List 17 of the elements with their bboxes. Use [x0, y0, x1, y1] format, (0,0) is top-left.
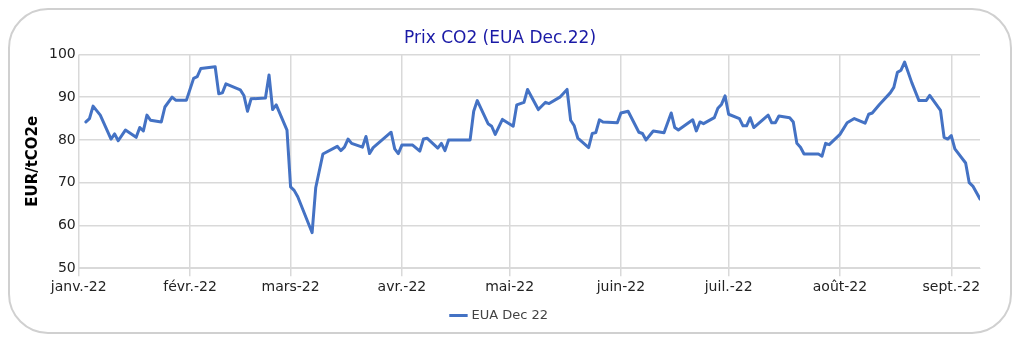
x-tick-label: sept.-22	[922, 278, 981, 295]
x-tick-label: juin-22	[595, 278, 646, 295]
x-tick-label: mars-22	[261, 278, 320, 295]
y-tick-label: 90	[57, 87, 76, 104]
x-tick-label: juil.-22	[703, 278, 753, 295]
y-tick-label: 100	[48, 45, 76, 62]
x-tick-label: avr.-22	[377, 278, 427, 295]
x-tick-label: mai-22	[485, 278, 535, 295]
y-tick-label: 80	[57, 130, 76, 147]
chart-title: Prix CO2 (EUA Dec.22)	[403, 26, 597, 47]
y-tick-label: 50	[57, 258, 76, 275]
x-tick-label: août-22	[812, 278, 868, 295]
y-axis-title: EUR/tCO2e	[22, 115, 41, 207]
y-tick-label: 60	[57, 216, 76, 233]
y-tick-label: 70	[57, 173, 76, 190]
x-tick-label: janv.-22	[49, 278, 107, 295]
x-tick-label: févr.-22	[163, 278, 217, 295]
